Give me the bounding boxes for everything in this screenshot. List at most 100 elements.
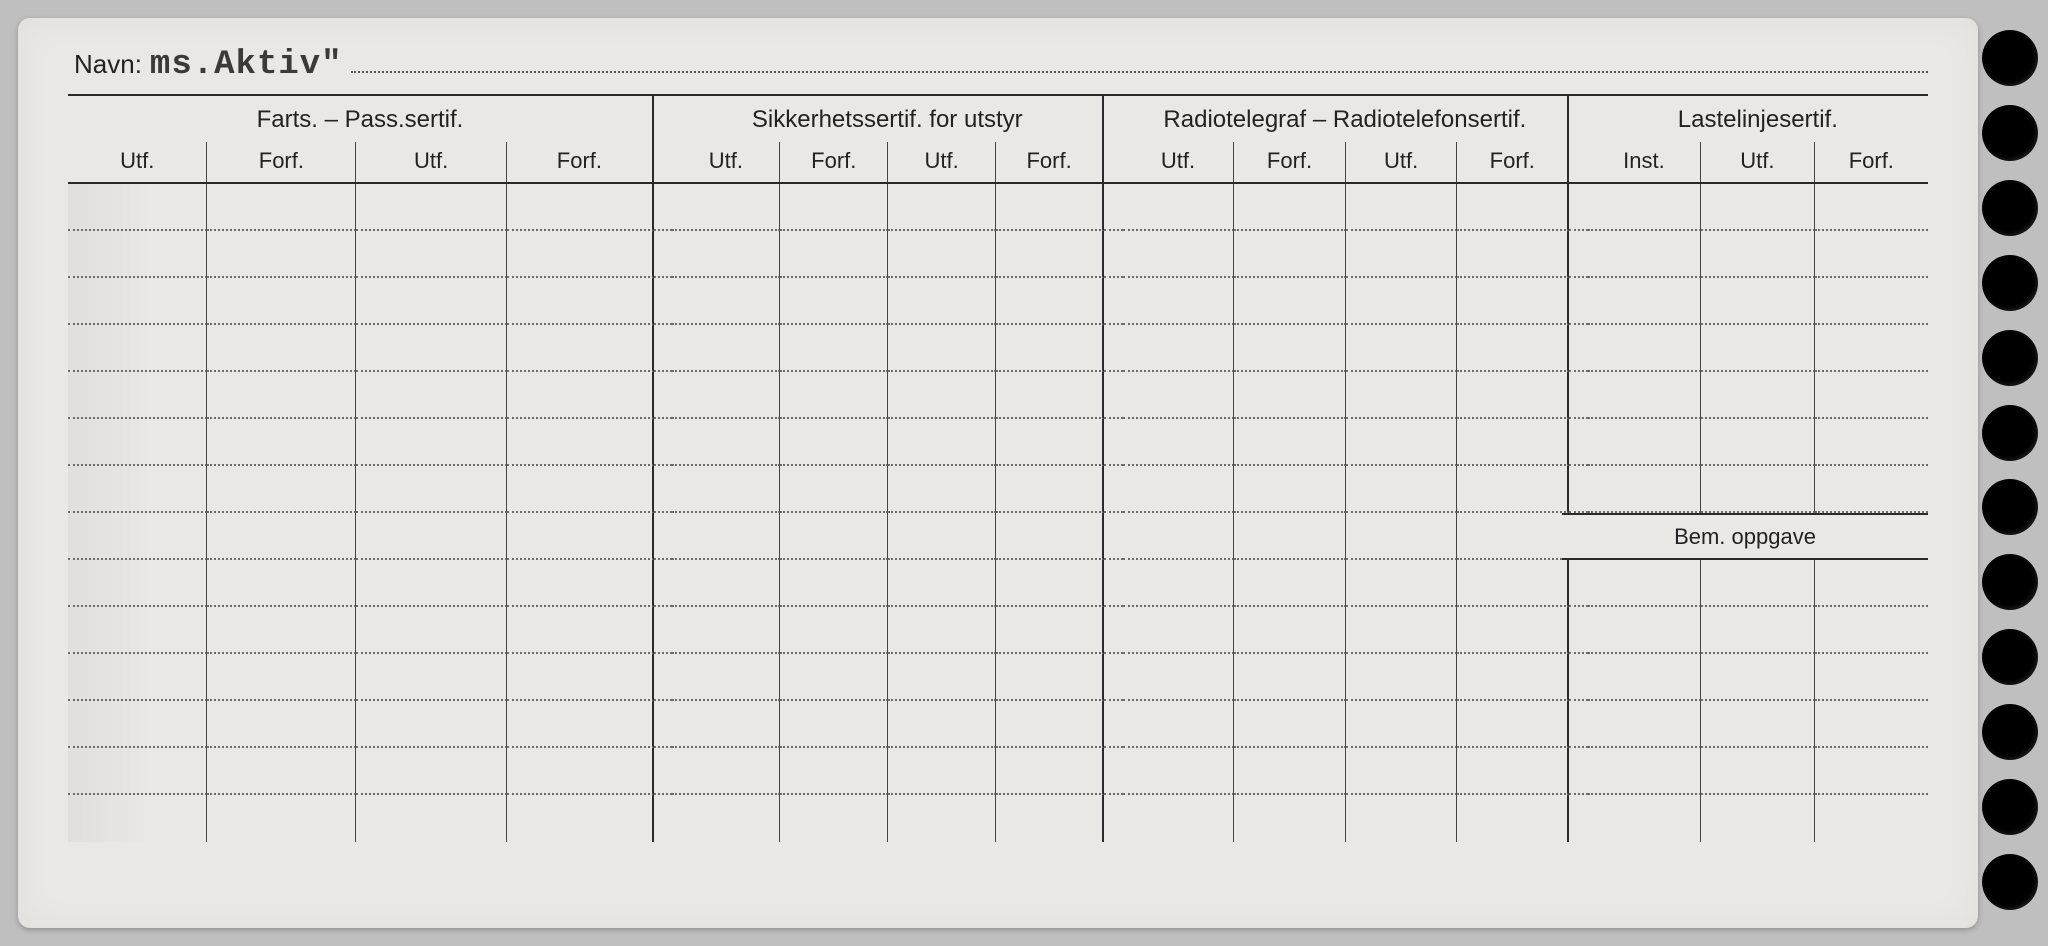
cell-gap <box>654 654 673 701</box>
document-card: Navn: ms.Aktiv" Farts. – Pass.sertif. Si… <box>18 18 1978 928</box>
table-cell <box>1457 466 1569 513</box>
table-cell <box>207 466 356 513</box>
table-cell <box>1346 795 1458 842</box>
cell-gap <box>1569 654 1588 701</box>
table-cell <box>507 184 654 231</box>
table-cell <box>672 466 780 513</box>
table-cell <box>672 607 780 654</box>
table-cell <box>672 654 780 701</box>
table-cell <box>1346 231 1458 278</box>
cell-gap <box>1104 419 1123 466</box>
table-cell <box>780 231 888 278</box>
table-cell <box>1815 184 1928 231</box>
table-cell <box>1346 419 1458 466</box>
table-row <box>68 372 1928 419</box>
cell-gap <box>1569 419 1588 466</box>
table-cell <box>672 560 780 607</box>
table-cell <box>507 231 654 278</box>
table-row <box>68 231 1928 278</box>
table-cell <box>888 231 996 278</box>
group-header-row: Farts. – Pass.sertif. Sikkerhetssertif. … <box>68 96 1928 142</box>
cell-gap <box>654 607 673 654</box>
table-cell <box>1234 560 1346 607</box>
table-row <box>68 654 1928 701</box>
col-header: Utf. <box>1701 142 1814 182</box>
table-cell <box>780 184 888 231</box>
col-header: Utf. <box>888 142 996 182</box>
table-cell <box>996 419 1104 466</box>
table-cell <box>507 607 654 654</box>
group-gap <box>1104 96 1123 142</box>
table-cell <box>1234 278 1346 325</box>
binder-holes <box>1982 30 2042 910</box>
table-cell <box>780 325 888 372</box>
col-header: Forf. <box>1234 142 1346 182</box>
table-cell <box>1815 560 1928 607</box>
table-cell <box>1346 372 1458 419</box>
table-row <box>68 748 1928 795</box>
table-cell <box>888 607 996 654</box>
table-cell <box>996 748 1104 795</box>
col-header: Forf. <box>1457 142 1569 182</box>
table-cell <box>1457 654 1569 701</box>
table-cell <box>672 748 780 795</box>
col-header: Utf. <box>68 142 207 182</box>
table-cell <box>1457 560 1569 607</box>
table-cell <box>356 607 507 654</box>
table-cell <box>1457 184 1569 231</box>
navn-row: Navn: ms.Aktiv" <box>68 46 1928 84</box>
table-cell <box>356 560 507 607</box>
cell-gap <box>1104 513 1123 560</box>
cell-gap <box>1104 654 1123 701</box>
table-cell <box>507 325 654 372</box>
cell-gap <box>1569 701 1588 748</box>
table-cell <box>1588 278 1701 325</box>
table-cell <box>1123 795 1235 842</box>
table-cell <box>888 419 996 466</box>
cell-gap <box>654 372 673 419</box>
table-cell <box>780 795 888 842</box>
cell-gap <box>1569 325 1588 372</box>
table-cell <box>356 231 507 278</box>
table-cell <box>1234 325 1346 372</box>
cell-gap <box>1104 372 1123 419</box>
group-gap <box>1569 96 1588 142</box>
cell-gap <box>1104 607 1123 654</box>
table-cell <box>1457 372 1569 419</box>
table-cell <box>1234 184 1346 231</box>
col-header: Forf. <box>780 142 888 182</box>
table-cell <box>996 607 1104 654</box>
cell-gap <box>1569 466 1588 513</box>
cell-gap <box>1104 466 1123 513</box>
bem-oppgave-strip: Bem. oppgave <box>1562 513 1928 560</box>
cell-gap <box>654 419 673 466</box>
table-cell <box>780 607 888 654</box>
table-body: Bem. oppgave <box>68 184 1928 842</box>
col-gap <box>1569 142 1588 182</box>
table-cell <box>1346 184 1458 231</box>
table-cell <box>1234 795 1346 842</box>
table-cell <box>1457 701 1569 748</box>
table-cell <box>1346 748 1458 795</box>
table-cell <box>356 372 507 419</box>
group-gap <box>654 96 673 142</box>
table-cell <box>68 466 207 513</box>
table-cell <box>1346 654 1458 701</box>
bem-oppgave-label: Bem. oppgave <box>1674 524 1816 550</box>
cell-gap <box>1569 748 1588 795</box>
table-cell <box>672 419 780 466</box>
table-cell <box>1588 231 1701 278</box>
table-cell <box>1346 560 1458 607</box>
table-cell <box>1457 278 1569 325</box>
table-cell <box>1588 325 1701 372</box>
table-cell <box>1588 419 1701 466</box>
table-cell <box>68 231 207 278</box>
table-cell <box>996 513 1104 560</box>
table-cell <box>888 325 996 372</box>
table-cell <box>888 560 996 607</box>
table-cell <box>1234 513 1346 560</box>
navn-underline <box>351 71 1928 73</box>
cell-gap <box>654 748 673 795</box>
cell-gap <box>654 466 673 513</box>
table-cell <box>1815 466 1928 513</box>
